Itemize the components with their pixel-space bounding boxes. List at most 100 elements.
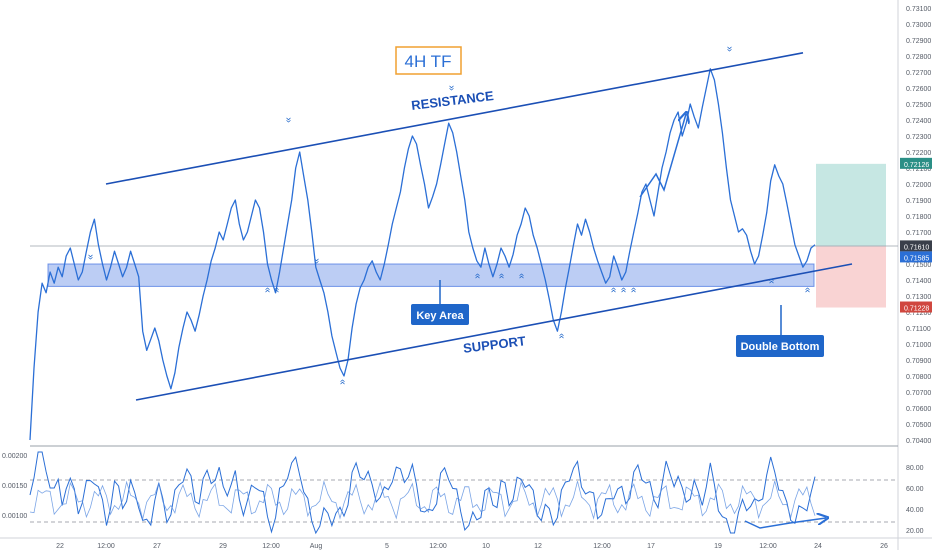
price-tick-label: 0.71300 xyxy=(906,294,931,301)
swing-low-marker: » xyxy=(766,278,777,284)
time-tick-label: 17 xyxy=(647,543,655,550)
time-tick-label: 10 xyxy=(482,543,490,550)
swing-high-marker: » xyxy=(446,85,457,91)
indicator-left-tick: 0.00200 xyxy=(2,453,27,460)
stop-zone xyxy=(816,246,886,308)
price-tick-label: 0.72000 xyxy=(906,182,931,189)
swing-high-marker: » xyxy=(311,258,322,264)
swing-low-marker: » xyxy=(516,273,527,279)
title-box xyxy=(395,46,462,75)
price-tick-label: 0.70700 xyxy=(906,390,931,397)
price-badges: 0.72126 0.71610 0.71585 0.71228 xyxy=(900,157,932,313)
price-tick-label: 0.71100 xyxy=(906,326,931,333)
double-bottom-callout: Double Bottom xyxy=(736,305,824,357)
price-axis: 0.73100 0.73000 0.72900 0.72800 0.72700 0.726… xyxy=(906,6,931,445)
key-area-box xyxy=(411,304,469,325)
time-axis: 22 12:00 27 29 12:00 Aug 5 12:00 10 12 12:00 17 19 12… xyxy=(56,543,888,550)
price-tick-label: 0.72700 xyxy=(906,70,931,77)
impulse-arrow xyxy=(639,114,686,198)
markers-layer: »»»»»»»»»»»»»»»»» xyxy=(85,46,813,385)
time-tick-label: 12:00 xyxy=(593,543,611,550)
swing-low-marker: » xyxy=(802,287,813,293)
swing-low-marker: » xyxy=(262,287,273,293)
price-series xyxy=(29,68,816,441)
price-badge xyxy=(900,240,932,252)
time-tick-label: 12 xyxy=(534,543,542,550)
time-tick-label: 19 xyxy=(714,543,722,550)
time-tick-label: 12:00 xyxy=(262,543,280,550)
price-tick-label: 0.72600 xyxy=(906,86,931,93)
indicator-right-tick: 40.00 xyxy=(906,507,924,514)
price-tick-label: 0.71900 xyxy=(906,198,931,205)
price-badge xyxy=(900,157,932,169)
trendlines-layer xyxy=(105,52,853,401)
time-tick-label: 24 xyxy=(814,543,822,550)
divergence-arrow xyxy=(744,518,826,529)
double-bottom-box xyxy=(736,335,824,357)
price-badge-label: 0.71228 xyxy=(904,306,929,313)
timeframe-title: 4H TF xyxy=(395,46,462,75)
price-tick-label: 0.70400 xyxy=(906,438,931,445)
swing-low-marker: » xyxy=(496,273,507,279)
price-badge xyxy=(900,301,932,313)
price-tick-label: 0.70900 xyxy=(906,358,931,365)
time-tick-label: 27 xyxy=(153,543,161,550)
indicator-right-tick: 60.00 xyxy=(906,486,924,493)
support-line xyxy=(135,263,853,401)
time-tick-label: Aug xyxy=(310,543,323,550)
price-badge-label: 0.72126 xyxy=(904,162,929,169)
price-tick-label: 0.71700 xyxy=(906,230,931,237)
price-tick-label: 0.70800 xyxy=(906,374,931,381)
price-tick-label: 0.70600 xyxy=(906,406,931,413)
indicator-left-tick: 0.00150 xyxy=(2,483,27,490)
key-area-zone xyxy=(47,263,815,287)
swing-low-marker: » xyxy=(556,333,567,339)
target-zone xyxy=(816,163,886,247)
price-tick-label: 0.71800 xyxy=(906,214,931,221)
key-area-text: Key Area xyxy=(416,310,464,322)
double-bottom-text: Double Bottom xyxy=(741,341,820,353)
price-tick-label: 0.73100 xyxy=(906,6,931,13)
price-badge-label: 0.71610 xyxy=(904,244,929,251)
time-tick-label: 12:00 xyxy=(759,543,777,550)
resistance-line xyxy=(105,52,804,185)
swing-high-marker: » xyxy=(724,46,735,52)
time-tick-label: 12:00 xyxy=(97,543,115,550)
time-tick-label: 12:00 xyxy=(429,543,447,550)
price-line xyxy=(29,68,816,441)
time-tick-label: 5 xyxy=(385,543,389,550)
swing-low-marker: » xyxy=(608,287,619,293)
price-tick-label: 0.71500 xyxy=(906,262,931,269)
price-tick-label: 0.71200 xyxy=(906,310,931,317)
time-tick-label: 22 xyxy=(56,543,64,550)
swing-low-marker: » xyxy=(337,379,348,385)
price-tick-label: 0.72100 xyxy=(906,166,931,173)
price-tick-label: 0.72500 xyxy=(906,102,931,109)
volatility-line xyxy=(29,480,816,520)
price-badge-label: 0.71585 xyxy=(904,255,929,262)
price-tick-label: 0.73000 xyxy=(906,22,931,29)
indicator-pane: 0.00200 0.00150 0.00100 80.00 60.00 40.00 20.0… xyxy=(2,451,924,535)
swing-high-marker: » xyxy=(85,254,96,260)
swing-low-marker: » xyxy=(271,287,282,293)
time-tick-label: 29 xyxy=(219,543,227,550)
price-tick-label: 0.70500 xyxy=(906,422,931,429)
swing-low-marker: » xyxy=(628,287,639,293)
indicator-right-tick: 80.00 xyxy=(906,465,924,472)
price-badge xyxy=(900,251,932,263)
price-tick-label: 0.71400 xyxy=(906,278,931,285)
key-area-callout: Key Area xyxy=(411,280,469,325)
zones-layer xyxy=(30,163,898,308)
price-tick-label: 0.72900 xyxy=(906,38,931,45)
swing-low-marker: » xyxy=(618,287,629,293)
time-tick-label: 26 xyxy=(880,543,888,550)
price-tick-label: 0.72800 xyxy=(906,54,931,61)
swing-high-marker: » xyxy=(283,117,294,123)
price-tick-label: 0.72200 xyxy=(906,150,931,157)
swing-low-marker: » xyxy=(472,273,483,279)
price-tick-label: 0.72400 xyxy=(906,118,931,125)
title-text: 4H TF xyxy=(405,52,452,71)
